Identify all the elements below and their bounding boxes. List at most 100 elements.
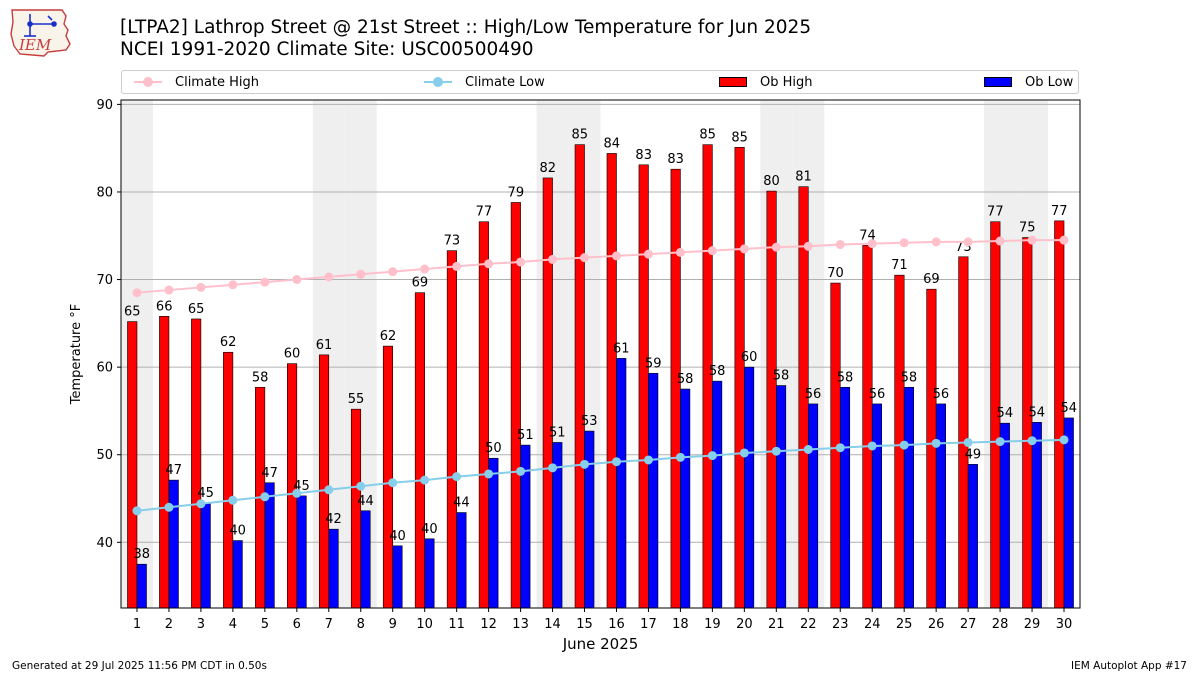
- data-label-ob-high: 75: [1019, 221, 1036, 236]
- data-label-ob-high: 80: [763, 174, 780, 189]
- data-label-ob-low: 40: [229, 524, 246, 539]
- point-climate-low: [739, 448, 749, 458]
- x-tick-label: 11: [448, 617, 465, 632]
- point-climate-high: [516, 257, 526, 267]
- point-climate-low: [516, 466, 526, 476]
- chart-title: [LTPA2] Lathrop Street @ 21st Street :: …: [120, 17, 811, 61]
- bar-ob-high: [318, 354, 330, 609]
- data-label-ob-low: 47: [261, 466, 278, 481]
- bar-ob-low: [136, 563, 147, 609]
- bar-ob-high: [862, 245, 873, 609]
- bar-ob-low: [392, 545, 403, 609]
- bar-ob-low: [967, 464, 978, 609]
- point-climate-high: [260, 277, 270, 287]
- legend-item-ob-low: Ob Low: [984, 74, 1073, 90]
- line-climate-low: [136, 438, 1065, 512]
- point-climate-low: [867, 441, 877, 451]
- point-climate-low: [803, 444, 813, 454]
- bar-ob-low: [360, 510, 371, 609]
- data-label-ob-high: 73: [444, 234, 461, 249]
- point-climate-high: [356, 269, 366, 279]
- point-climate-low: [228, 495, 238, 505]
- point-climate-high: [899, 238, 909, 248]
- x-tick-label: 28: [992, 617, 1009, 632]
- legend-swatch-climate-low: [424, 77, 452, 87]
- x-tick-label: 14: [544, 617, 561, 632]
- data-label-ob-high: 65: [124, 305, 141, 320]
- x-tick-label: 21: [768, 617, 785, 632]
- data-label-ob-high: 62: [220, 335, 237, 350]
- bar-ob-low: [168, 479, 179, 609]
- data-label-ob-low: 56: [933, 387, 950, 402]
- bar-ob-low: [999, 422, 1010, 609]
- data-label-ob-low: 42: [325, 512, 342, 527]
- x-tick-label: 23: [832, 617, 849, 632]
- x-tick-label: 15: [576, 617, 593, 632]
- data-label-ob-high: 81: [795, 170, 812, 185]
- x-tick-label: 10: [416, 617, 433, 632]
- bar-ob-low: [424, 538, 435, 609]
- y-tick-label: 60: [96, 361, 113, 376]
- bar-ob-low: [616, 358, 627, 609]
- bar-ob-low: [839, 386, 851, 609]
- x-tick-label: 3: [197, 617, 205, 632]
- point-climate-high: [771, 242, 781, 252]
- bar-ob-high: [638, 164, 649, 609]
- chart-legend: Climate High Climate Low Ob High Ob Low: [121, 70, 1079, 94]
- point-climate-low: [292, 488, 302, 498]
- point-climate-high: [292, 275, 302, 285]
- x-tick-label: 24: [864, 617, 881, 632]
- legend-item-climate-low: Climate Low: [424, 74, 545, 90]
- data-label-ob-low: 44: [357, 494, 374, 509]
- point-climate-low: [611, 457, 621, 467]
- point-climate-high: [388, 267, 398, 277]
- data-label-ob-high: 58: [252, 370, 269, 385]
- bar-ob-low: [456, 512, 467, 609]
- data-label-ob-high: 85: [731, 130, 748, 145]
- bar-ob-high: [670, 168, 681, 609]
- data-label-ob-high: 77: [476, 205, 493, 220]
- point-climate-low: [580, 459, 590, 469]
- data-label-ob-low: 59: [645, 356, 662, 371]
- x-tick-label: 4: [229, 617, 237, 632]
- bar-ob-high: [223, 351, 234, 609]
- bar-ob-high: [926, 288, 937, 609]
- x-tick-label: 25: [896, 617, 913, 632]
- data-label-ob-low: 40: [421, 522, 438, 537]
- bar-ob-high: [127, 321, 138, 609]
- point-climate-low: [484, 469, 494, 479]
- point-climate-high: [228, 280, 238, 290]
- bar-ob-low: [264, 482, 275, 609]
- x-tick-label: 9: [389, 617, 397, 632]
- point-climate-low: [995, 437, 1005, 447]
- bar-ob-low: [584, 430, 595, 609]
- x-tick-label: 16: [608, 617, 625, 632]
- legend-swatch-ob-low: [984, 77, 1012, 87]
- data-label-ob-high: 71: [891, 258, 908, 273]
- bar-ob-low: [871, 403, 883, 609]
- plot-frame: [120, 99, 1081, 609]
- point-climate-low: [164, 502, 174, 512]
- point-climate-high: [707, 246, 717, 256]
- x-tick-label: 26: [928, 617, 945, 632]
- data-label-ob-low: 49: [965, 447, 982, 462]
- point-climate-low: [899, 440, 909, 450]
- logo-text: IEM: [18, 36, 52, 54]
- legend-item-ob-high: Ob High: [719, 74, 813, 90]
- x-tick-label: 5: [261, 617, 269, 632]
- point-climate-low: [771, 446, 781, 456]
- point-climate-low: [643, 455, 653, 465]
- data-label-ob-high: 82: [540, 161, 557, 176]
- x-tick-label: 7: [325, 617, 333, 632]
- bar-ob-low: [488, 457, 499, 609]
- bar-ob-low: [712, 380, 723, 609]
- data-label-ob-low: 58: [773, 369, 790, 384]
- point-climate-high: [164, 285, 174, 295]
- point-climate-high: [1059, 235, 1069, 245]
- legend-swatch-climate-high: [134, 77, 162, 87]
- point-climate-high: [643, 249, 653, 259]
- point-climate-low: [324, 485, 334, 495]
- y-axis-label: Temperature °F: [69, 304, 84, 405]
- legend-item-climate-high: Climate High: [134, 74, 259, 90]
